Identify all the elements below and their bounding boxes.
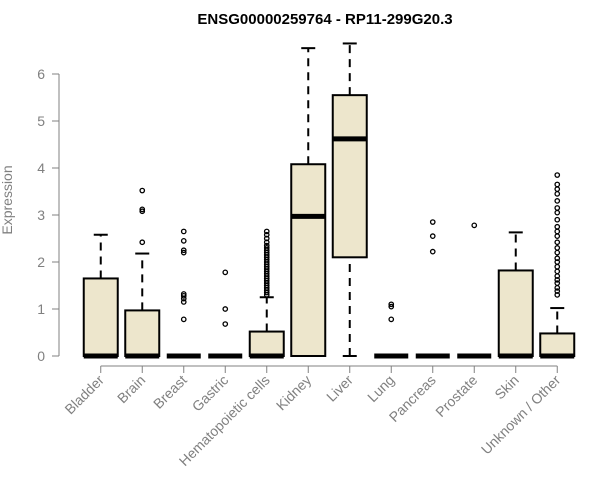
x-tick-label: Bladder — [61, 372, 107, 418]
outlier-point — [180, 299, 187, 305]
box-group — [497, 231, 534, 359]
box-series — [82, 42, 576, 359]
box-group — [124, 187, 161, 359]
box-iqr — [290, 163, 327, 357]
outlier-point — [554, 239, 561, 246]
outlier-point — [429, 233, 436, 239]
outlier-point — [222, 306, 229, 312]
outlier-point — [554, 223, 561, 230]
box-iqr — [539, 332, 576, 358]
outlier-point — [429, 248, 436, 255]
y-tick-label: 6 — [37, 66, 45, 82]
outlier-point — [263, 242, 270, 249]
outlier-point — [180, 316, 187, 323]
outlier-point — [554, 228, 561, 235]
box-iqr — [497, 269, 534, 357]
outlier-point — [180, 292, 187, 299]
outlier-point — [222, 269, 229, 276]
outlier-point — [554, 205, 561, 211]
outlier-point — [139, 208, 146, 215]
outlier-point — [139, 187, 146, 194]
x-tick-label: Lung — [364, 372, 397, 405]
outlier-point — [139, 206, 146, 213]
box-group — [415, 219, 450, 359]
box-group — [166, 228, 201, 359]
y-tick-label: 0 — [37, 348, 45, 364]
outlier-point — [554, 181, 561, 188]
outlier-point — [180, 249, 187, 256]
outlier-point — [388, 316, 395, 323]
x-tick-label: Skin — [491, 372, 522, 403]
box-group — [374, 301, 409, 359]
outlier-point — [180, 228, 187, 235]
x-tick-label: Unknown / Other — [478, 372, 564, 458]
outlier-point — [554, 245, 561, 251]
outlier-point — [554, 255, 561, 262]
x-tick-label: Kidney — [273, 372, 315, 414]
outlier-point — [554, 268, 561, 275]
box-group — [457, 222, 492, 359]
box-group — [331, 42, 368, 357]
outlier-point — [554, 172, 561, 178]
y-tick-label: 2 — [37, 254, 45, 270]
outlier-point — [554, 288, 561, 294]
x-tick-label: Brain — [114, 372, 148, 406]
box-iqr — [82, 277, 119, 358]
box-group — [82, 233, 119, 359]
outlier-point — [388, 301, 395, 308]
y-tick-label: 4 — [37, 160, 45, 176]
y-tick-label: 3 — [37, 207, 45, 223]
outlier-point — [263, 245, 270, 251]
outlier-point — [139, 239, 146, 246]
y-tick-label: 5 — [37, 113, 45, 129]
outlier-point — [180, 247, 187, 254]
outlier-point — [471, 222, 478, 229]
outlier-point — [554, 191, 561, 197]
chart-title: ENSG00000259764 - RP11-299G20.3 — [197, 11, 452, 28]
outlier-point — [554, 198, 561, 204]
box-group — [539, 172, 576, 359]
outlier-point — [429, 219, 436, 225]
outlier-point — [554, 216, 561, 223]
outlier-point — [180, 238, 187, 244]
y-tick-label: 1 — [37, 301, 45, 317]
x-tick-label: Liver — [323, 372, 356, 405]
box-group — [248, 228, 285, 359]
box-iqr — [248, 330, 285, 357]
y-axis: 0 1 2 3 4 5 6 — [37, 66, 60, 364]
outlier-point — [263, 231, 270, 238]
outlier-point — [222, 321, 229, 327]
outlier-point — [263, 228, 270, 235]
box-group — [290, 47, 327, 357]
outlier-point — [180, 291, 187, 297]
outlier-point — [554, 249, 561, 256]
box-iqr — [331, 94, 368, 259]
outlier-point — [554, 263, 561, 270]
x-tick-label: Prostate — [432, 372, 480, 420]
box-group — [208, 269, 243, 359]
outlier-point — [554, 186, 561, 192]
outlier-point — [554, 233, 561, 239]
y-axis-label: Expression — [0, 165, 15, 234]
outlier-point — [554, 209, 561, 216]
outlier-point — [388, 303, 395, 310]
box-iqr — [124, 309, 161, 358]
outlier-point — [554, 280, 561, 286]
x-tick-label: Breast — [150, 372, 190, 412]
